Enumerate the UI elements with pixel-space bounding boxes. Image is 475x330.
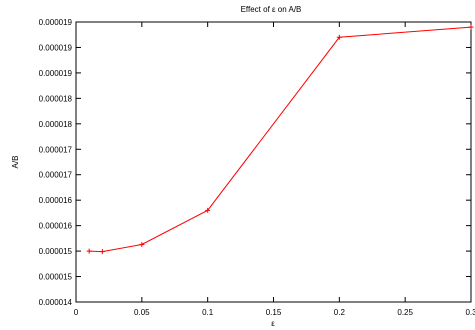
data-point — [205, 207, 211, 213]
y-tick-label: 0.000017 — [39, 145, 73, 154]
y-tick-label: 0.000019 — [39, 18, 73, 27]
x-tick-label: 0.05 — [134, 308, 150, 317]
y-axis: 0.000014 0.000015 0.000015 0.000016 0.000016… — [39, 18, 471, 307]
data-point — [468, 24, 474, 30]
y-tick-label: 0.000016 — [39, 222, 73, 231]
x-axis-title: ε — [271, 319, 275, 328]
data-point — [336, 34, 342, 40]
data-point — [139, 241, 145, 247]
y-axis-title: A/B — [11, 156, 20, 169]
x-tick-label: 0.15 — [266, 308, 282, 317]
y-tick-label: 0.000018 — [39, 94, 73, 103]
series-line — [89, 26, 472, 253]
y-tick-label: 0.000015 — [39, 273, 73, 282]
x-tick-label: 0.2 — [334, 308, 346, 317]
x-tick-label: 0.1 — [202, 308, 214, 317]
y-tick-label: 0.000019 — [39, 43, 73, 52]
series-group — [86, 24, 474, 255]
data-point — [86, 248, 92, 254]
x-tick-label: 0 — [74, 308, 79, 317]
y-tick-label: 0.000017 — [39, 171, 73, 180]
y-tick-label: 0.000016 — [39, 196, 73, 205]
y-tick-label: 0.000015 — [39, 247, 73, 256]
x-tick-label: 0.25 — [397, 308, 413, 317]
y-tick-label: 0.000014 — [39, 298, 73, 307]
x-tick-label: 0.3 — [465, 308, 475, 317]
y-tick-label: 0.000018 — [39, 120, 73, 129]
data-point — [99, 249, 105, 255]
chart-title: Effect of ε on A/B — [241, 5, 302, 14]
y-tick-label: 0.000019 — [39, 69, 73, 78]
x-axis: 0 0.05 0.1 0.15 0.2 0.25 0.3 — [74, 22, 475, 317]
plot-frame — [75, 21, 472, 303]
